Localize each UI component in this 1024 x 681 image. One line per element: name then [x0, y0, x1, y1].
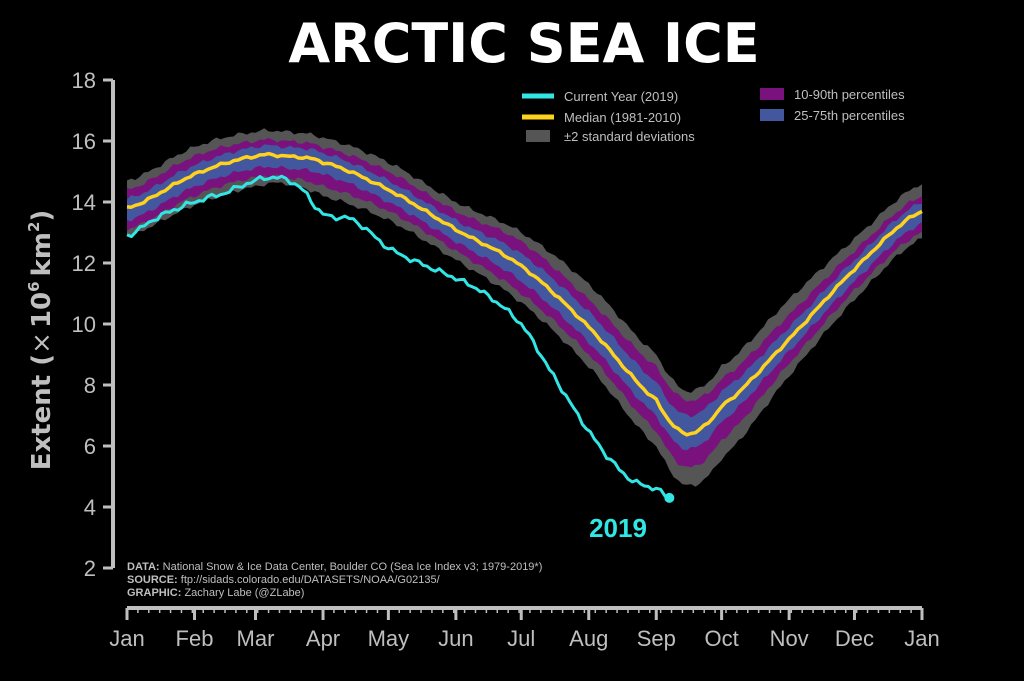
p10-90-band [127, 137, 922, 468]
y-tick-label: 16 [72, 129, 96, 154]
p25-75-band [127, 144, 922, 451]
x-tick-label: Sep [637, 626, 676, 651]
x-tick-label: Jun [438, 626, 473, 651]
legend: Current Year (2019) Median (1981-2010) ±… [522, 87, 905, 144]
footnote-graphic-key: GRAPHIC: [127, 587, 181, 599]
footnote-graphic: GRAPHIC: Zachary Labe (@ZLabe) [127, 587, 304, 599]
x-tick-label: Apr [306, 626, 340, 651]
y-tick-label: 8 [84, 373, 96, 398]
footnote-graphic-value: Zachary Labe (@ZLabe) [184, 587, 304, 599]
x-tick-label: Jan [904, 626, 939, 651]
y-axis-label-km: km [27, 232, 57, 276]
axes: 2 4 6 8 10 12 14 16 18 Jan Feb Mar Apr May Jun Jul Aug Se… [72, 68, 940, 651]
y-axis-label-close: ) [27, 210, 57, 222]
y-tick-label: 2 [84, 556, 96, 581]
legend-std-label: ±2 standard deviations [564, 129, 695, 144]
x-tick-label: May [368, 626, 410, 651]
x-tick-label: Mar [237, 626, 275, 651]
legend-p10-90-label: 10-90th percentiles [794, 87, 905, 102]
current-year-end-marker [664, 492, 675, 503]
x-tick-label: Jul [507, 626, 535, 651]
y-tick-label: 12 [72, 251, 96, 276]
footnote-data: DATA: National Snow & Ice Data Center, B… [127, 561, 542, 573]
y-axis-label: Extent (× 106 km2) [25, 210, 57, 471]
median-line [126, 151, 923, 437]
footnote-data-key: DATA: [127, 561, 160, 573]
y-axis-label-exp6: 6 [25, 281, 43, 291]
footnote-data-value: National Snow & Ice Data Center, Boulder… [163, 561, 543, 573]
footnote: DATA: National Snow & Ice Data Center, B… [127, 561, 542, 599]
x-tick-label: Nov [770, 626, 809, 651]
legend-current-label: Current Year (2019) [564, 89, 678, 104]
legend-median-label: Median (1981-2010) [564, 110, 681, 125]
legend-p25-75-label: 25-75th percentiles [794, 108, 905, 123]
y-tick-label: 4 [84, 495, 96, 520]
y-axis-label-exp2: 2 [25, 222, 43, 232]
chart-title: ARCTIC SEA ICE [288, 12, 759, 75]
y-tick-label: 6 [84, 434, 96, 459]
data-lines [126, 151, 923, 503]
y-axis-label-ten: 10 [27, 292, 57, 328]
x-tick-label: Dec [835, 626, 874, 651]
footnote-source-key: SOURCE: [127, 574, 178, 586]
x-tick-label: Oct [704, 626, 738, 651]
footnote-source: SOURCE: ftp://sidads.colorado.edu/DATASE… [127, 574, 441, 586]
y-tick-label: 10 [72, 312, 96, 337]
x-tick-label: Feb [176, 626, 214, 651]
y-axis-label-times: × [27, 332, 57, 354]
y-axis-label-main: Extent ( [27, 354, 57, 470]
legend-std-swatch [526, 130, 550, 142]
current-year-line [126, 174, 670, 500]
current-year-end-label: 2019 [589, 513, 647, 543]
percentile-bands [127, 128, 922, 487]
x-tick-label: Jan [109, 626, 144, 651]
legend-p25-75-swatch [760, 109, 784, 121]
x-tick-label: Aug [569, 626, 608, 651]
y-tick-label: 14 [72, 190, 96, 215]
legend-p10-90-swatch [760, 88, 784, 100]
footnote-source-value: ftp://sidads.colorado.edu/DATASETS/NOAA/… [181, 574, 441, 586]
y-tick-label: 18 [72, 68, 96, 93]
